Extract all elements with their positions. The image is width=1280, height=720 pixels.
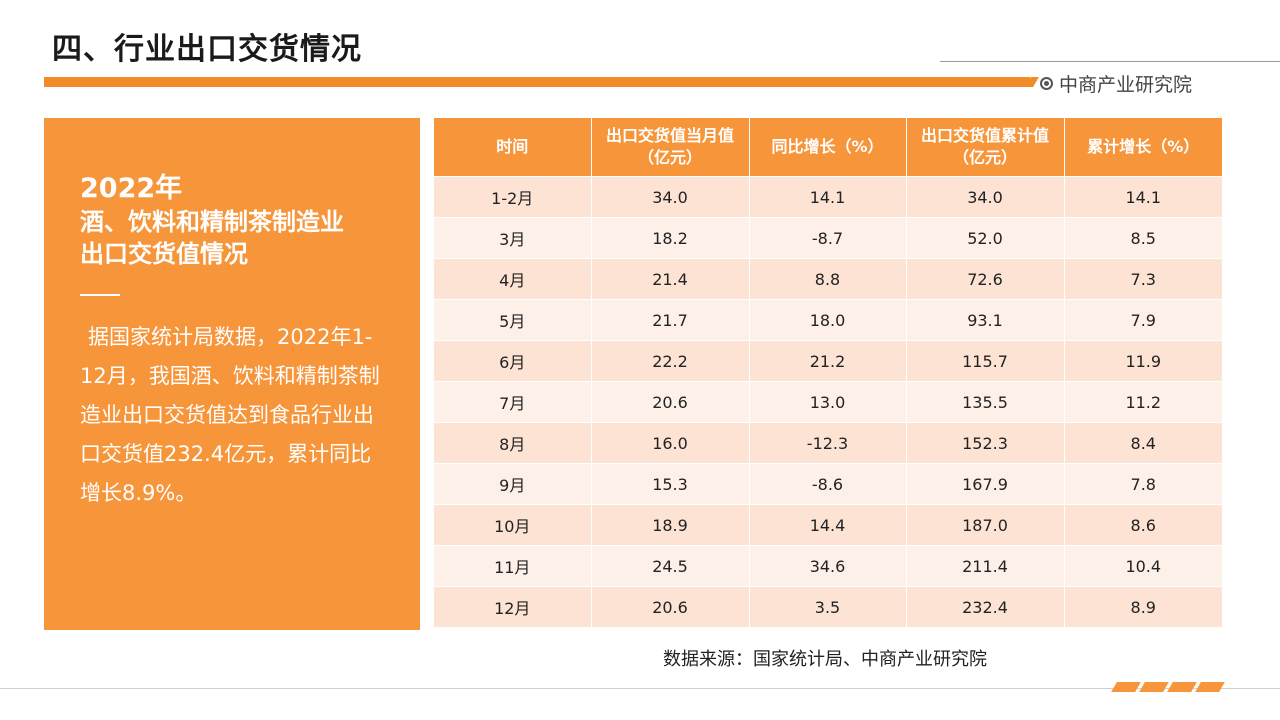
table-row: 6月 22.2 21.2 115.7 11.9 (434, 340, 1222, 382)
table-row: 11月 24.5 34.6 211.4 10.4 (434, 545, 1222, 587)
table-cell: 9月 (434, 463, 592, 505)
table-cell: 152.3 (906, 422, 1065, 464)
table-cell: 14.1 (1064, 176, 1222, 218)
table-cell: 93.1 (906, 299, 1065, 341)
table-cell: 187.0 (906, 504, 1065, 546)
page-title: 四、行业出口交货情况 (52, 32, 362, 67)
panel-body-text: 据国家统计局数据，2022年1-12月，我国酒、饮料和精制茶制造业出口交货值达到… (80, 325, 380, 505)
table-row: 4月 21.4 8.8 72.6 7.3 (434, 258, 1222, 300)
footer-divider-line (0, 688, 1280, 689)
panel-divider (80, 294, 120, 296)
table-row: 1-2月 34.0 14.1 34.0 14.1 (434, 176, 1222, 218)
table-cell: 21.7 (591, 299, 750, 341)
table-cell: 22.2 (591, 340, 750, 382)
table-cell: 34.0 (591, 176, 750, 218)
table-cell: 21.2 (749, 340, 907, 382)
table-cell: -8.6 (749, 463, 907, 505)
table-cell: 18.2 (591, 217, 750, 259)
table-cell: 10.4 (1064, 545, 1222, 587)
export-data-table: 时间 出口交货值当月值（亿元） 同比增长（%） 出口交货值累计值（亿元） 累计增… (434, 118, 1222, 627)
brand-logo: 中商产业研究院 (1040, 70, 1192, 97)
table-cell: 7.9 (1064, 299, 1222, 341)
table-cell: 8.8 (749, 258, 907, 300)
table-cell: 6月 (434, 340, 592, 382)
table-row: 10月 18.9 14.4 187.0 8.6 (434, 504, 1222, 546)
table-cell: 4月 (434, 258, 592, 300)
table-header-row: 时间 出口交货值当月值（亿元） 同比增长（%） 出口交货值累计值（亿元） 累计增… (434, 118, 1222, 177)
table-row: 3月 18.2 -8.7 52.0 8.5 (434, 217, 1222, 259)
table-cell: 11.2 (1064, 381, 1222, 423)
table-cell: 15.3 (591, 463, 750, 505)
table-cell: 10月 (434, 504, 592, 546)
table-cell: 18.0 (749, 299, 907, 341)
table-cell: 211.4 (906, 545, 1065, 587)
table-row: 9月 15.3 -8.6 167.9 7.8 (434, 463, 1222, 505)
table-cell: 20.6 (591, 586, 750, 627)
data-source-note: 数据来源：国家统计局、中商产业研究院 (663, 649, 987, 670)
panel-heading-line1: 酒、饮料和精制茶制造业 (80, 208, 344, 236)
table-cell: -8.7 (749, 217, 907, 259)
header-stripes-decoration (1001, 77, 1039, 87)
table-cell: 3月 (434, 217, 592, 259)
header-cumulative-growth: 累计增长（%） (1064, 118, 1222, 177)
header-divider-line (940, 61, 1280, 62)
header-monthly-value: 出口交货值当月值（亿元） (591, 118, 750, 177)
table-row: 8月 16.0 -12.3 152.3 8.4 (434, 422, 1222, 464)
table-cell: 8.4 (1064, 422, 1222, 464)
table-cell: 72.6 (906, 258, 1065, 300)
summary-panel: 2022年 酒、饮料和精制茶制造业 出口交货值情况 据国家统计局数据，2022年… (44, 118, 420, 630)
table-cell: 135.5 (906, 381, 1065, 423)
table-cell: 5月 (434, 299, 592, 341)
table-cell: 11月 (434, 545, 592, 587)
table-cell: 8月 (434, 422, 592, 464)
table-cell: 7月 (434, 381, 592, 423)
table-cell: 167.9 (906, 463, 1065, 505)
table-cell: 34.6 (749, 545, 907, 587)
table-cell: 11.9 (1064, 340, 1222, 382)
table-cell: 7.8 (1064, 463, 1222, 505)
brand-name: 中商产业研究院 (1059, 74, 1193, 96)
panel-year: 2022年 (80, 173, 183, 204)
table-cell: 12月 (434, 586, 592, 627)
header-yoy-growth: 同比增长（%） (749, 118, 907, 177)
table-cell: -12.3 (749, 422, 907, 464)
table-row: 5月 21.7 18.0 93.1 7.9 (434, 299, 1222, 341)
table-cell: 3.5 (749, 586, 907, 627)
table-cell: 8.6 (1064, 504, 1222, 546)
table-cell: 20.6 (591, 381, 750, 423)
header-time: 时间 (434, 118, 592, 177)
table-row: 7月 20.6 13.0 135.5 11.2 (434, 381, 1222, 423)
table-cell: 14.4 (749, 504, 907, 546)
table-cell: 1-2月 (434, 176, 592, 218)
footer-stripes-decoration (1111, 682, 1225, 692)
table-cell: 14.1 (749, 176, 907, 218)
table-cell: 8.9 (1064, 586, 1222, 627)
panel-heading-line2: 出口交货值情况 (80, 240, 248, 268)
table-row: 12月 20.6 3.5 232.4 8.9 (434, 586, 1222, 627)
table-cell: 7.3 (1064, 258, 1222, 300)
table-cell: 34.0 (906, 176, 1065, 218)
target-icon (1040, 77, 1053, 90)
table-cell: 24.5 (591, 545, 750, 587)
table-cell: 13.0 (749, 381, 907, 423)
table-cell: 18.9 (591, 504, 750, 546)
table-cell: 21.4 (591, 258, 750, 300)
table-cell: 232.4 (906, 586, 1065, 627)
header-cumulative-value: 出口交货值累计值（亿元） (906, 118, 1065, 177)
table-cell: 52.0 (906, 217, 1065, 259)
table-cell: 16.0 (591, 422, 750, 464)
table-cell: 8.5 (1064, 217, 1222, 259)
table-cell: 115.7 (906, 340, 1065, 382)
title-underline-bar (44, 77, 1030, 87)
